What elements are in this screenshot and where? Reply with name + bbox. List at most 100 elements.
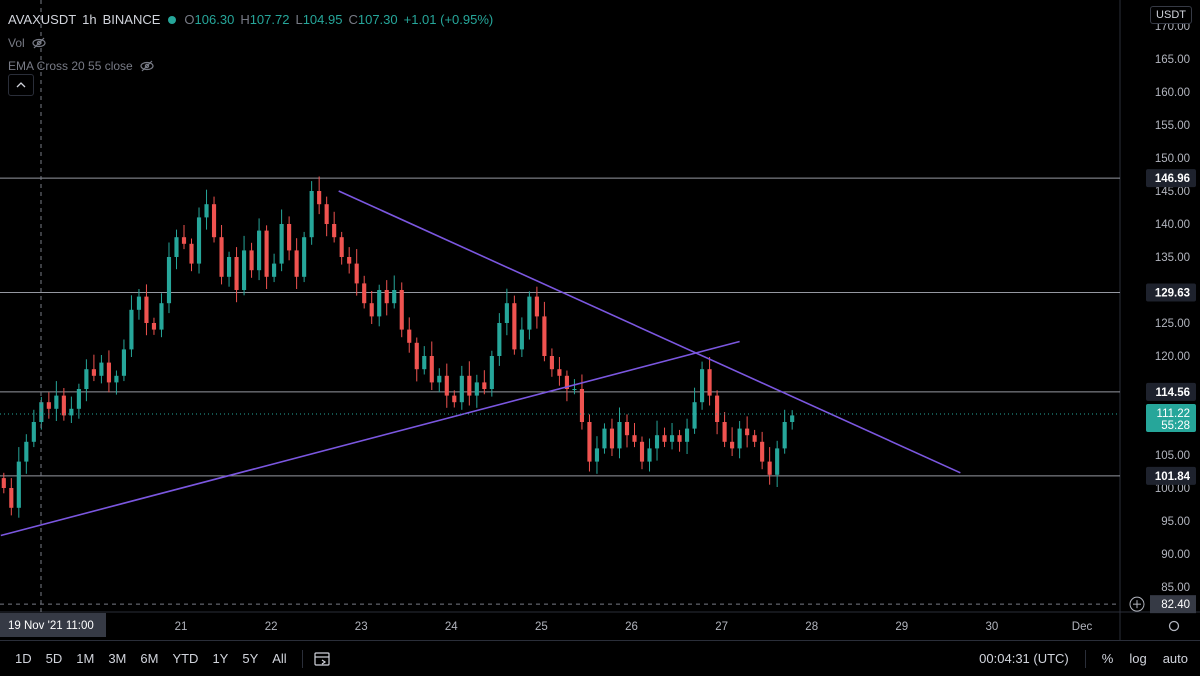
candle-body[interactable] xyxy=(392,290,397,304)
candle-body[interactable] xyxy=(324,204,329,224)
candle-body[interactable] xyxy=(594,448,600,462)
candle-body[interactable] xyxy=(542,316,547,356)
candle-body[interactable] xyxy=(369,303,374,317)
candle-body[interactable] xyxy=(467,375,472,396)
candle-body[interactable] xyxy=(129,309,134,350)
candle-body[interactable] xyxy=(287,224,292,251)
candle-body[interactable] xyxy=(587,422,592,462)
timeframe-1d[interactable]: 1D xyxy=(15,651,32,666)
candle-body[interactable] xyxy=(782,422,787,449)
candle-body[interactable] xyxy=(437,375,442,383)
candle-body[interactable] xyxy=(474,382,479,396)
candle-body[interactable] xyxy=(639,441,645,462)
candle-body[interactable] xyxy=(234,257,239,290)
symbol-name[interactable]: AVAXUSDT xyxy=(8,12,77,27)
candle-body[interactable] xyxy=(609,428,615,449)
candle-body[interactable] xyxy=(452,395,457,403)
candle-body[interactable] xyxy=(504,303,509,323)
candle-body[interactable] xyxy=(662,435,667,442)
candle-body[interactable] xyxy=(519,329,524,350)
candle-body[interactable] xyxy=(106,362,111,383)
candle-body[interactable] xyxy=(624,422,630,436)
candle-body[interactable] xyxy=(602,428,607,449)
candle-body[interactable] xyxy=(722,422,727,442)
candle-body[interactable] xyxy=(166,257,172,304)
candle-body[interactable] xyxy=(579,389,585,422)
currency-badge[interactable]: USDT xyxy=(1150,6,1192,24)
candle-body[interactable] xyxy=(444,375,449,396)
candle-body[interactable] xyxy=(362,283,367,304)
candle-body[interactable] xyxy=(69,408,74,416)
candle-body[interactable] xyxy=(557,369,562,376)
candle-body[interactable] xyxy=(54,395,59,409)
candle-body[interactable] xyxy=(309,191,314,238)
candle-body[interactable] xyxy=(136,296,142,310)
candle-body[interactable] xyxy=(377,290,382,317)
candle-body[interactable] xyxy=(497,323,502,356)
candle-body[interactable] xyxy=(527,296,532,330)
candle-body[interactable] xyxy=(572,389,577,390)
volume-row[interactable]: Vol xyxy=(8,31,493,54)
utc-clock[interactable]: 00:04:31 (UTC) xyxy=(979,651,1069,666)
trendline[interactable] xyxy=(0,340,740,537)
candle-body[interactable] xyxy=(489,356,494,389)
timeframe-5y[interactable]: 5Y xyxy=(242,651,259,666)
candle-body[interactable] xyxy=(534,296,539,317)
candle-body[interactable] xyxy=(715,395,720,422)
trendline[interactable] xyxy=(338,190,961,474)
ema-row[interactable]: EMA Cross 20 55 close xyxy=(8,54,493,77)
candle-body[interactable] xyxy=(429,356,434,383)
candle-body[interactable] xyxy=(31,422,36,442)
candle-body[interactable] xyxy=(257,230,262,271)
candle-body[interactable] xyxy=(196,217,202,264)
candle-body[interactable] xyxy=(174,237,179,257)
candle-body[interactable] xyxy=(114,375,119,383)
candle-body[interactable] xyxy=(24,441,29,462)
candle-body[interactable] xyxy=(399,290,404,330)
candle-body[interactable] xyxy=(549,356,554,370)
candle-body[interactable] xyxy=(76,389,81,409)
candle-body[interactable] xyxy=(211,204,217,238)
candle-body[interactable] xyxy=(677,435,682,442)
candle-body[interactable] xyxy=(294,250,299,277)
timeframe-6m[interactable]: 6M xyxy=(140,651,159,666)
candle-body[interactable] xyxy=(767,461,772,475)
auto-toggle[interactable]: auto xyxy=(1162,651,1188,666)
candle-body[interactable] xyxy=(422,356,427,370)
candle-body[interactable] xyxy=(512,303,517,350)
timeframe-3m[interactable]: 3M xyxy=(108,651,127,666)
candle-body[interactable] xyxy=(482,382,487,389)
candle-body[interactable] xyxy=(226,257,232,277)
add-alert-icon[interactable] xyxy=(1129,596,1145,612)
candle-body[interactable] xyxy=(339,237,344,257)
candle-body[interactable] xyxy=(242,250,247,290)
candle-body[interactable] xyxy=(700,369,705,403)
candle-body[interactable] xyxy=(279,224,284,264)
candle-body[interactable] xyxy=(144,296,149,323)
candle-body[interactable] xyxy=(354,263,359,284)
eye-hidden-icon[interactable] xyxy=(31,35,47,51)
candle-body[interactable] xyxy=(707,369,712,396)
interval-label[interactable]: 1h xyxy=(82,12,97,27)
candle-body[interactable] xyxy=(181,237,187,244)
candle-body[interactable] xyxy=(760,441,765,462)
candle-body[interactable] xyxy=(347,257,352,264)
candle-body[interactable] xyxy=(99,362,104,376)
candle-body[interactable] xyxy=(249,250,254,271)
candle-body[interactable] xyxy=(1,478,6,488)
candle-body[interactable] xyxy=(564,375,569,389)
candle-body[interactable] xyxy=(219,237,224,277)
date-range-icon[interactable] xyxy=(313,650,331,668)
candle-body[interactable] xyxy=(302,237,307,277)
percent-toggle[interactable]: % xyxy=(1101,651,1114,666)
candle-body[interactable] xyxy=(775,448,780,475)
candle-body[interactable] xyxy=(46,402,51,409)
candle-body[interactable] xyxy=(317,191,322,205)
candle-body[interactable] xyxy=(692,402,697,429)
timeframe-1m[interactable]: 1M xyxy=(76,651,95,666)
price-chart[interactable]: 170.00 165.00 160.00 155.00 150.00 145.00 140.… xyxy=(0,0,1200,640)
candle-body[interactable] xyxy=(632,435,637,442)
settings-icon[interactable] xyxy=(1168,620,1180,632)
eye-hidden-icon[interactable] xyxy=(139,58,155,74)
candle-body[interactable] xyxy=(9,488,14,508)
